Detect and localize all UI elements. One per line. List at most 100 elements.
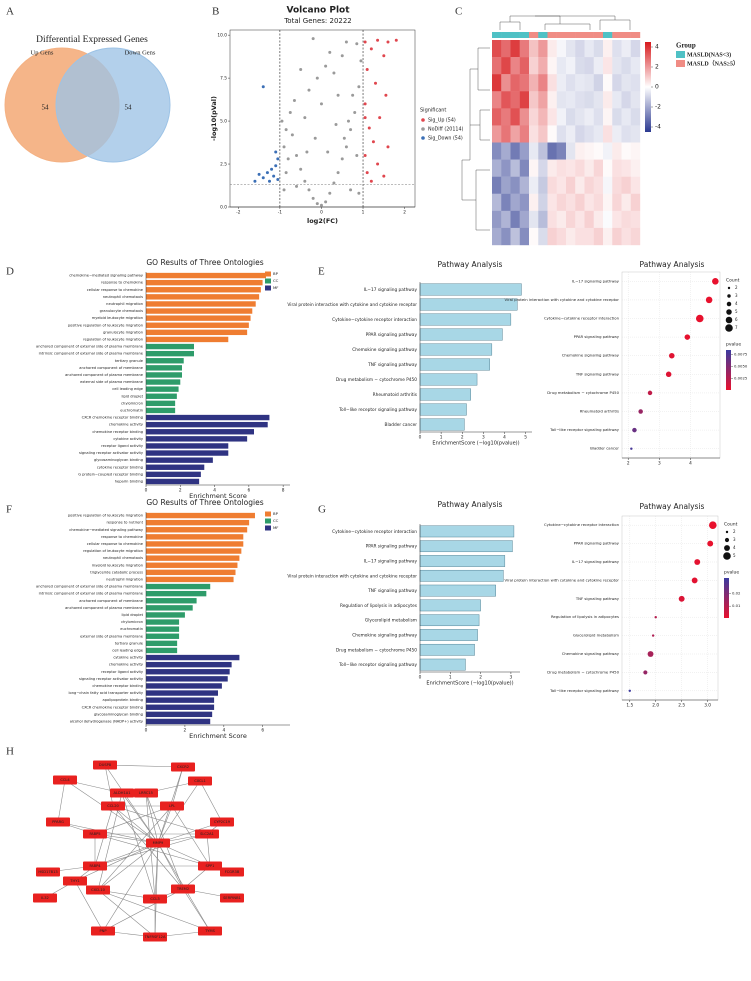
point — [288, 110, 292, 114]
network-edge — [102, 842, 159, 932]
point — [328, 50, 332, 54]
heat-cell — [630, 227, 641, 246]
heat-cell — [612, 210, 622, 229]
x-tick-label: 0 — [419, 675, 422, 681]
bar — [146, 612, 185, 618]
heat-cell — [519, 142, 530, 160]
category-label: lipid droplet — [122, 613, 144, 617]
legend-marker — [421, 118, 425, 122]
set-count: 54 — [125, 104, 133, 112]
category-label: chemokine receptor binding — [92, 684, 143, 688]
heat-cell — [501, 108, 511, 126]
point — [355, 153, 359, 157]
bar — [419, 525, 515, 538]
heat-cell — [510, 176, 520, 194]
bar — [146, 336, 229, 343]
heat-cell — [547, 125, 557, 143]
heat-cell — [612, 193, 622, 212]
category-label: cellular response to chemokine — [87, 542, 144, 546]
bar — [146, 379, 181, 385]
size-legend-dot — [725, 324, 733, 332]
legend-title: Count — [726, 278, 740, 284]
bar — [146, 429, 254, 435]
heat-cell — [566, 176, 576, 194]
group-cell — [575, 32, 585, 38]
category-label: chemokine−mediated signaling pathway — [69, 274, 144, 278]
x-tick-label: 5 — [524, 435, 527, 441]
chart-title: GO Results of Three Ontologies — [146, 258, 263, 267]
heat-cell — [492, 40, 502, 58]
group-cell — [584, 32, 594, 38]
bar — [146, 548, 242, 554]
bar — [419, 584, 496, 597]
legend-swatch — [265, 525, 271, 531]
point — [324, 64, 328, 68]
node-label: CXCR2 — [177, 765, 189, 769]
heat-cell — [538, 108, 548, 126]
heat-cell — [621, 142, 631, 160]
heat-cell — [519, 91, 530, 109]
heat-cell — [547, 227, 557, 246]
heat-cell — [630, 193, 641, 212]
point — [299, 167, 303, 171]
bar — [146, 640, 178, 647]
heat-cell — [584, 142, 594, 160]
heat-cell — [556, 142, 567, 160]
heat-cell — [575, 125, 585, 143]
node-label: CCL4 — [60, 778, 70, 782]
category-label: neutrophil chemotaxis — [103, 556, 143, 560]
bar — [419, 283, 522, 296]
heat-cell — [621, 74, 631, 92]
bar — [146, 372, 182, 378]
heat-cell — [510, 40, 520, 58]
x-tick-label: 0 — [145, 728, 148, 734]
point — [282, 188, 286, 192]
dot — [628, 689, 631, 692]
heat-cell — [603, 159, 613, 177]
point — [394, 38, 398, 42]
size-legend-dot — [725, 530, 729, 534]
x-tick-label: 4 — [689, 461, 692, 467]
category-label: Bladder cancer — [385, 422, 418, 428]
heat-cell — [566, 91, 576, 109]
network-edge — [57, 779, 66, 823]
size-legend-label: 7 — [735, 325, 738, 330]
point — [336, 171, 340, 175]
heat-cell — [612, 176, 622, 194]
x-tick-label: 4 — [213, 488, 216, 494]
heat-cell — [575, 176, 585, 194]
heat-cell — [529, 193, 539, 212]
point — [290, 133, 294, 137]
network-edge — [121, 792, 156, 900]
bar — [146, 626, 180, 632]
bar — [419, 555, 506, 567]
node-label: CXCL1 — [194, 779, 206, 783]
dot — [705, 296, 713, 304]
category-label: IL−17 signaling pathway — [364, 559, 418, 565]
bar — [146, 443, 229, 449]
heat-cell — [556, 57, 567, 75]
point — [351, 93, 355, 97]
network-node — [83, 861, 107, 871]
category-label: Cytokine−cytokine receptor interaction — [332, 317, 417, 323]
category-label: Drug metabolism − cytochrome P450 — [336, 377, 417, 383]
panel-label: E — [318, 266, 325, 278]
legend-swatch — [265, 511, 271, 517]
x-tick-label: 3 — [482, 435, 485, 441]
heat-cell — [630, 57, 641, 75]
network-node — [171, 884, 195, 894]
heat-cell — [584, 91, 594, 109]
category-label: Viral protein interaction with cytokine … — [287, 573, 417, 579]
bar — [146, 393, 177, 399]
point — [319, 102, 323, 106]
point — [374, 81, 378, 85]
node-label: FCGR3B — [225, 870, 240, 874]
heat-cell — [593, 193, 604, 212]
heat-cell — [547, 108, 557, 126]
heat-cell — [510, 142, 520, 160]
heat-cell — [501, 91, 511, 109]
heat-cell — [630, 142, 641, 160]
group-cell — [566, 32, 576, 38]
dot — [684, 334, 691, 340]
category-label: regulation of leukocyte migration — [83, 337, 143, 341]
